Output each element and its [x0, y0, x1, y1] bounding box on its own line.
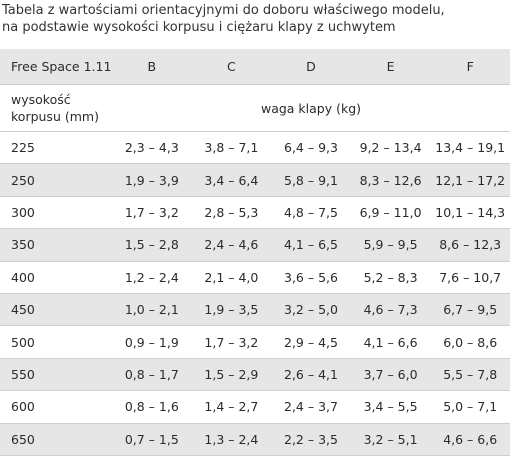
row-height: 225 — [0, 131, 112, 165]
cell-d: 2,4 – 3,7 — [271, 390, 351, 424]
cell-e: 6,9 – 11,0 — [350, 196, 431, 230]
cell-d: 4,8 – 7,5 — [271, 196, 351, 230]
column-header-b: B — [112, 49, 192, 85]
row-height: 300 — [0, 196, 112, 230]
table-row: 400 1,2 – 2,4 2,1 – 4,0 3,6 – 5,6 5,2 – … — [0, 261, 510, 294]
cell-c: 1,7 – 3,2 — [191, 325, 272, 359]
cell-f: 6,7 – 9,5 — [430, 293, 510, 327]
cell-f: 5,0 – 7,1 — [430, 390, 510, 424]
value-header-label: waga klapy (kg) — [112, 84, 510, 132]
cell-b: 2,3 – 4,3 — [112, 131, 192, 165]
cell-f: 7,6 – 10,7 — [430, 261, 510, 294]
cell-d: 2,9 – 4,5 — [271, 325, 351, 359]
cell-f: 10,1 – 14,3 — [430, 196, 510, 230]
cell-b: 1,5 – 2,8 — [112, 228, 192, 262]
column-header-c: C — [191, 49, 272, 85]
cell-e: 3,2 – 5,1 — [350, 423, 431, 456]
cell-c: 1,4 – 2,7 — [191, 390, 272, 424]
table-row: 650 0,7 – 1,5 1,3 – 2,4 2,2 – 3,5 3,2 – … — [0, 423, 510, 456]
row-height: 650 — [0, 423, 112, 456]
cell-f: 8,6 – 12,3 — [430, 228, 510, 262]
cell-c: 1,9 – 3,5 — [191, 293, 272, 327]
column-header-d: D — [271, 49, 351, 85]
cell-c: 2,4 – 4,6 — [191, 228, 272, 262]
column-header-e: E — [350, 49, 431, 85]
cell-f: 5,5 – 7,8 — [430, 358, 510, 392]
unit-header-row: wysokość korpusu (mm) waga klapy (kg) — [0, 84, 510, 132]
cell-d: 4,1 – 6,5 — [271, 228, 351, 262]
cell-d: 5,8 – 9,1 — [271, 163, 351, 197]
cell-b: 1,7 – 3,2 — [112, 196, 192, 230]
cell-d: 3,2 – 5,0 — [271, 293, 351, 327]
cell-b: 1,9 – 3,9 — [112, 163, 192, 197]
caption-line-2: na podstawie wysokości korpusu i ciężaru… — [2, 20, 396, 35]
cell-e: 3,7 – 6,0 — [350, 358, 431, 392]
cell-e: 5,9 – 9,5 — [350, 228, 431, 262]
cell-d: 2,6 – 4,1 — [271, 358, 351, 392]
cell-c: 2,1 – 4,0 — [191, 261, 272, 294]
row-height: 250 — [0, 163, 112, 197]
model-header-row: Free Space 1.11 B C D E F — [0, 49, 510, 85]
cell-e: 9,2 – 13,4 — [350, 131, 431, 165]
cell-e: 3,4 – 5,5 — [350, 390, 431, 424]
row-height: 600 — [0, 390, 112, 424]
cell-d: 6,4 – 9,3 — [271, 131, 351, 165]
cell-f: 4,6 – 6,6 — [430, 423, 510, 456]
cell-d: 3,6 – 5,6 — [271, 261, 351, 294]
cell-f: 6,0 – 8,6 — [430, 325, 510, 359]
cell-b: 0,9 – 1,9 — [112, 325, 192, 359]
caption-line-1: Tabela z wartościami orientacyjnymi do d… — [2, 3, 445, 18]
table-row: 500 0,9 – 1,9 1,7 – 3,2 2,9 – 4,5 4,1 – … — [0, 325, 510, 359]
cell-e: 4,6 – 7,3 — [350, 293, 431, 327]
cell-b: 0,7 – 1,5 — [112, 423, 192, 456]
cell-c: 2,8 – 5,3 — [191, 196, 272, 230]
table-row: 600 0,8 – 1,6 1,4 – 2,7 2,4 – 3,7 3,4 – … — [0, 390, 510, 424]
cell-b: 1,0 – 2,1 — [112, 293, 192, 327]
cell-f: 12,1 – 17,2 — [430, 163, 510, 197]
row-height: 550 — [0, 358, 112, 392]
row-height: 500 — [0, 325, 112, 359]
cell-c: 3,4 – 6,4 — [191, 163, 272, 197]
cell-e: 4,1 – 6,6 — [350, 325, 431, 359]
cell-e: 8,3 – 12,6 — [350, 163, 431, 197]
table-caption: Tabela z wartościami orientacyjnymi do d… — [2, 2, 510, 36]
column-header-f: F — [430, 49, 510, 85]
cell-c: 3,8 – 7,1 — [191, 131, 272, 165]
cell-f: 13,4 – 19,1 — [430, 131, 510, 165]
model-selection-table: Free Space 1.11 B C D E F wysokość korpu… — [0, 49, 510, 456]
cell-c: 1,5 – 2,9 — [191, 358, 272, 392]
cell-b: 1,2 – 2,4 — [112, 261, 192, 294]
row-height: 400 — [0, 261, 112, 294]
table-row: 225 2,3 – 4,3 3,8 – 7,1 6,4 – 9,3 9,2 – … — [0, 131, 510, 165]
cell-b: 0,8 – 1,6 — [112, 390, 192, 424]
table-row: 350 1,5 – 2,8 2,4 – 4,6 4,1 – 6,5 5,9 – … — [0, 228, 510, 262]
row-height: 350 — [0, 228, 112, 262]
row-header-line-1: wysokość — [11, 92, 71, 107]
table-row: 250 1,9 – 3,9 3,4 – 6,4 5,8 – 9,1 8,3 – … — [0, 163, 510, 197]
row-header-line-2: korpusu (mm) — [11, 109, 99, 124]
cell-b: 0,8 – 1,7 — [112, 358, 192, 392]
cell-e: 5,2 – 8,3 — [350, 261, 431, 294]
table-row: 300 1,7 – 3,2 2,8 – 5,3 4,8 – 7,5 6,9 – … — [0, 196, 510, 230]
table-row: 450 1,0 – 2,1 1,9 – 3,5 3,2 – 5,0 4,6 – … — [0, 293, 510, 327]
table-row: 550 0,8 – 1,7 1,5 – 2,9 2,6 – 4,1 3,7 – … — [0, 358, 510, 392]
model-name-header: Free Space 1.11 — [0, 49, 112, 85]
cell-c: 1,3 – 2,4 — [191, 423, 272, 456]
row-height: 450 — [0, 293, 112, 327]
cell-d: 2,2 – 3,5 — [271, 423, 351, 456]
row-header-label: wysokość korpusu (mm) — [0, 84, 112, 132]
